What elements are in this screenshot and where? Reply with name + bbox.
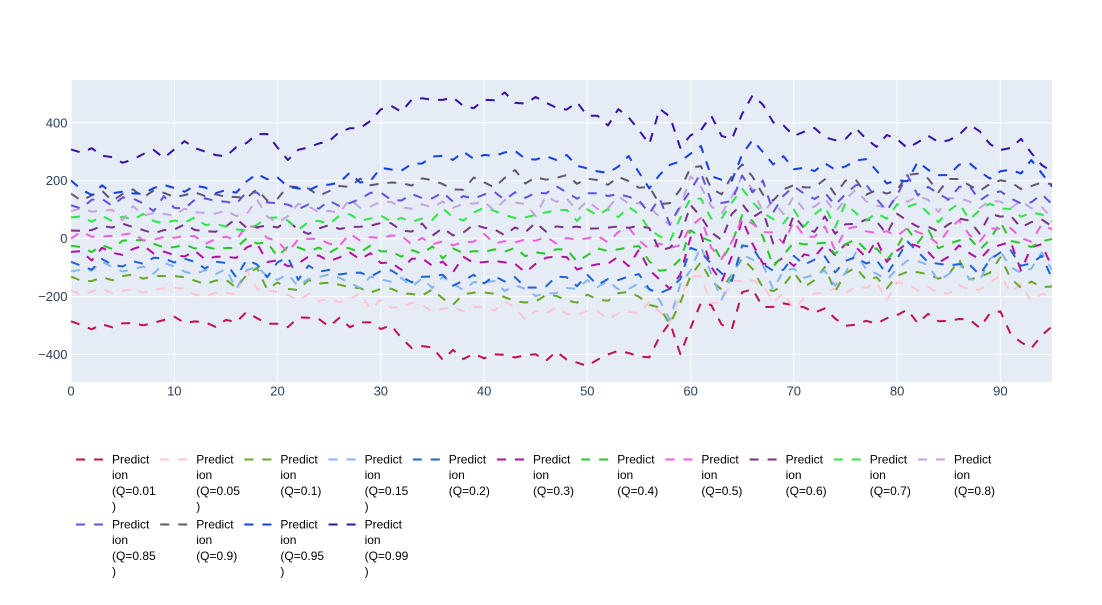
svg-text:): ) [365, 500, 369, 514]
svg-text:): ) [280, 565, 284, 579]
svg-text:ion: ion [701, 468, 717, 482]
svg-text:(Q=0.95: (Q=0.95 [280, 549, 324, 563]
svg-text:Predict: Predict [365, 452, 403, 466]
svg-text:(Q=0.05: (Q=0.05 [196, 484, 240, 498]
svg-text:200: 200 [46, 173, 68, 188]
svg-text:(Q=0.01: (Q=0.01 [112, 484, 156, 498]
svg-text:Predict: Predict [112, 517, 150, 531]
svg-text:ion: ion [365, 533, 381, 547]
svg-text:(Q=0.8): (Q=0.8) [954, 484, 995, 498]
svg-text:70: 70 [787, 384, 801, 399]
svg-text:Predict: Predict [786, 452, 824, 466]
svg-text:ion: ion [365, 468, 381, 482]
svg-text:−200: −200 [38, 289, 67, 304]
svg-text:Predict: Predict [280, 452, 318, 466]
svg-text:ion: ion [533, 468, 549, 482]
svg-text:40: 40 [477, 384, 491, 399]
svg-text:): ) [112, 500, 116, 514]
svg-text:400: 400 [46, 115, 68, 130]
svg-text:Predict: Predict [954, 452, 992, 466]
svg-text:ion: ion [954, 468, 970, 482]
svg-text:60: 60 [683, 384, 697, 399]
svg-text:Predict: Predict [701, 452, 739, 466]
svg-text:Predict: Predict [870, 452, 908, 466]
svg-text:(Q=0.1): (Q=0.1) [280, 484, 321, 498]
svg-text:Predict: Predict [280, 517, 318, 531]
svg-text:ion: ion [870, 468, 886, 482]
svg-text:Predict: Predict [617, 452, 655, 466]
svg-text:Predict: Predict [365, 517, 403, 531]
svg-text:ion: ion [786, 468, 802, 482]
svg-text:50: 50 [580, 384, 594, 399]
svg-text:ion: ion [112, 533, 128, 547]
svg-text:(Q=0.6): (Q=0.6) [786, 484, 827, 498]
svg-text:20: 20 [270, 384, 284, 399]
svg-text:Predict: Predict [196, 452, 234, 466]
svg-text:(Q=0.85: (Q=0.85 [112, 549, 156, 563]
svg-text:80: 80 [890, 384, 904, 399]
svg-text:(Q=0.5): (Q=0.5) [701, 484, 742, 498]
svg-text:90: 90 [993, 384, 1007, 399]
svg-text:): ) [196, 500, 200, 514]
svg-text:0: 0 [60, 231, 67, 246]
svg-text:ion: ion [449, 468, 465, 482]
svg-text:(Q=0.15: (Q=0.15 [365, 484, 409, 498]
svg-text:): ) [365, 565, 369, 579]
svg-text:): ) [112, 565, 116, 579]
svg-text:Predict: Predict [112, 452, 150, 466]
svg-text:ion: ion [196, 533, 212, 547]
svg-text:(Q=0.9): (Q=0.9) [196, 549, 237, 563]
svg-text:Predict: Predict [196, 517, 234, 531]
svg-text:Predict: Predict [533, 452, 571, 466]
svg-text:Predict: Predict [449, 452, 487, 466]
svg-text:ion: ion [280, 533, 296, 547]
svg-text:(Q=0.3): (Q=0.3) [533, 484, 574, 498]
svg-text:(Q=0.7): (Q=0.7) [870, 484, 911, 498]
svg-text:ion: ion [196, 468, 212, 482]
svg-text:−400: −400 [38, 347, 67, 362]
svg-text:ion: ion [280, 468, 296, 482]
svg-text:(Q=0.99: (Q=0.99 [365, 549, 409, 563]
svg-text:(Q=0.2): (Q=0.2) [449, 484, 490, 498]
svg-text:ion: ion [112, 468, 128, 482]
svg-text:10: 10 [167, 384, 181, 399]
svg-text:0: 0 [67, 384, 74, 399]
svg-text:ion: ion [617, 468, 633, 482]
svg-text:(Q=0.4): (Q=0.4) [617, 484, 658, 498]
svg-text:30: 30 [374, 384, 388, 399]
